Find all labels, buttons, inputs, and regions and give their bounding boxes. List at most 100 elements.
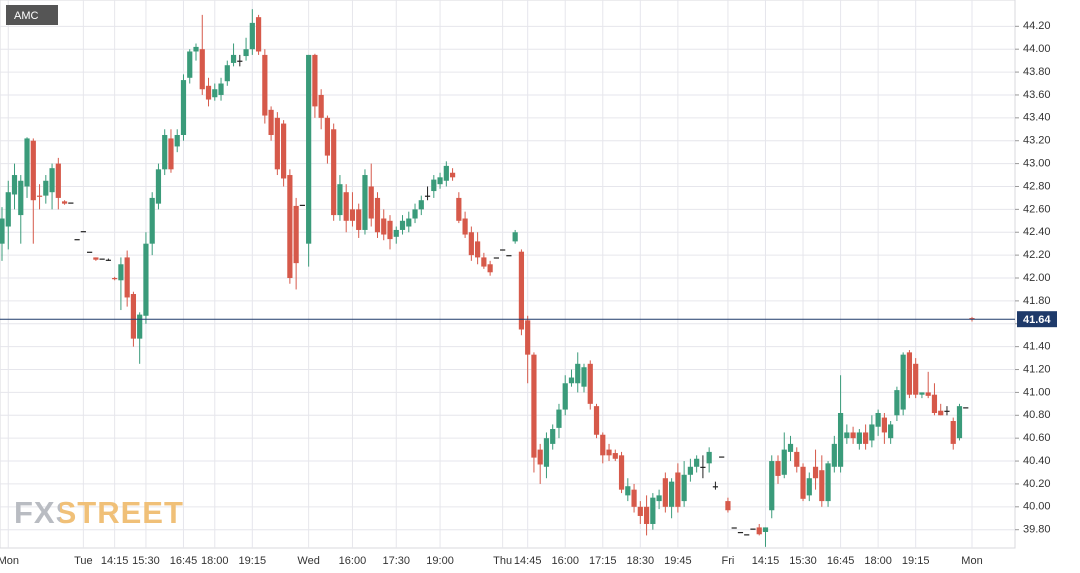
y-tick-label: 41.00 bbox=[1023, 386, 1051, 398]
candle-body bbox=[262, 54, 268, 116]
candle-body bbox=[737, 531, 744, 534]
candle-body bbox=[312, 54, 318, 107]
y-tick-label: 40.00 bbox=[1023, 501, 1051, 513]
candle-body bbox=[787, 443, 794, 452]
candle-body bbox=[944, 410, 950, 412]
candle-body bbox=[956, 406, 963, 439]
candle-body bbox=[349, 209, 356, 221]
candle-body bbox=[431, 179, 437, 192]
candle-body bbox=[850, 432, 856, 439]
candle-body bbox=[681, 474, 687, 502]
candle-body bbox=[55, 163, 61, 198]
candle-body bbox=[11, 175, 18, 195]
last-price-box bbox=[1017, 311, 1057, 328]
candle-body bbox=[500, 249, 506, 251]
candle-body bbox=[687, 466, 693, 475]
candle-body bbox=[600, 434, 606, 456]
candle-body bbox=[387, 220, 393, 240]
candle-body bbox=[331, 129, 337, 216]
candle-body bbox=[906, 352, 913, 395]
candle-body bbox=[731, 527, 737, 529]
y-tick-label: 44.00 bbox=[1023, 43, 1051, 55]
candle-body bbox=[481, 257, 487, 267]
candle-body bbox=[318, 94, 324, 118]
candle-body bbox=[337, 184, 343, 216]
candle-body bbox=[249, 22, 255, 50]
candle-body bbox=[368, 186, 374, 219]
x-tick-label: Fri bbox=[722, 555, 735, 567]
candle-body bbox=[618, 455, 625, 490]
candle-body bbox=[537, 449, 543, 465]
candle-body bbox=[406, 218, 412, 227]
candle-body bbox=[625, 486, 631, 496]
candle-body bbox=[343, 192, 349, 221]
candle-body bbox=[105, 259, 111, 261]
candle-body bbox=[825, 463, 831, 502]
candle-body bbox=[243, 49, 249, 57]
candle-body bbox=[255, 17, 262, 52]
x-tick-label: Tue bbox=[74, 555, 93, 567]
candle-body bbox=[74, 239, 80, 241]
y-tick-label: 39.80 bbox=[1023, 524, 1051, 536]
candle-body bbox=[963, 407, 969, 409]
candle-body bbox=[174, 134, 180, 147]
y-tick-label: 41.40 bbox=[1023, 341, 1051, 353]
candle-body bbox=[237, 60, 243, 62]
candle-body bbox=[819, 470, 825, 502]
x-tick-label: Mon bbox=[961, 555, 982, 567]
x-tick-label: 14:15 bbox=[101, 555, 129, 567]
x-tick-label: 19:45 bbox=[664, 555, 692, 567]
y-tick-label: 41.80 bbox=[1023, 295, 1051, 307]
candle-body bbox=[424, 195, 431, 197]
x-tick-label: 19:15 bbox=[902, 555, 930, 567]
candle-body bbox=[706, 451, 712, 464]
plot-area bbox=[0, 0, 1016, 549]
candle-body bbox=[168, 138, 174, 170]
candle-body bbox=[950, 421, 956, 444]
candle-body bbox=[575, 363, 581, 384]
candle-body bbox=[399, 220, 406, 230]
x-tick-label: 18:00 bbox=[864, 555, 892, 567]
candle-body bbox=[875, 413, 881, 427]
candle-body bbox=[287, 175, 293, 279]
candle-body bbox=[412, 209, 418, 219]
candle-body bbox=[143, 243, 149, 316]
y-tick-label: 42.60 bbox=[1023, 203, 1051, 215]
x-tick-label: 16:00 bbox=[339, 555, 367, 567]
x-tick-label: 19:00 bbox=[426, 555, 454, 567]
candle-body bbox=[525, 320, 531, 355]
candle-body bbox=[568, 377, 575, 384]
x-tick-label: 15:30 bbox=[789, 555, 817, 567]
candle-body bbox=[30, 140, 36, 201]
candle-body bbox=[230, 54, 237, 63]
y-tick-label: 41.20 bbox=[1023, 363, 1051, 375]
candle-body bbox=[212, 89, 218, 98]
y-tick-label: 43.20 bbox=[1023, 135, 1051, 147]
candle-body bbox=[694, 458, 700, 467]
y-tick-label: 42.80 bbox=[1023, 180, 1051, 192]
candle-body bbox=[193, 46, 199, 52]
candle-body bbox=[856, 432, 862, 444]
candle-body bbox=[543, 438, 550, 467]
candles bbox=[0, 9, 975, 547]
x-tick-label: 17:15 bbox=[589, 555, 617, 567]
candle-body bbox=[374, 197, 381, 233]
x-tick-label: 14:15 bbox=[752, 555, 780, 567]
candle-body bbox=[487, 264, 493, 273]
candle-body bbox=[456, 197, 462, 221]
candle-body bbox=[581, 367, 587, 387]
candle-body bbox=[155, 169, 162, 204]
candle-body bbox=[224, 65, 230, 82]
candle-body bbox=[49, 168, 55, 193]
candle-body bbox=[744, 534, 750, 536]
candle-body bbox=[130, 294, 137, 339]
candle-body bbox=[87, 251, 93, 253]
y-tick-label: 43.80 bbox=[1023, 66, 1051, 78]
x-tick-label: Wed bbox=[297, 555, 319, 567]
candle-body bbox=[837, 413, 844, 467]
y-tick-label: 42.40 bbox=[1023, 226, 1051, 238]
y-tick-label: 40.80 bbox=[1023, 409, 1051, 421]
candle-body bbox=[306, 54, 312, 244]
candle-body bbox=[712, 486, 719, 488]
